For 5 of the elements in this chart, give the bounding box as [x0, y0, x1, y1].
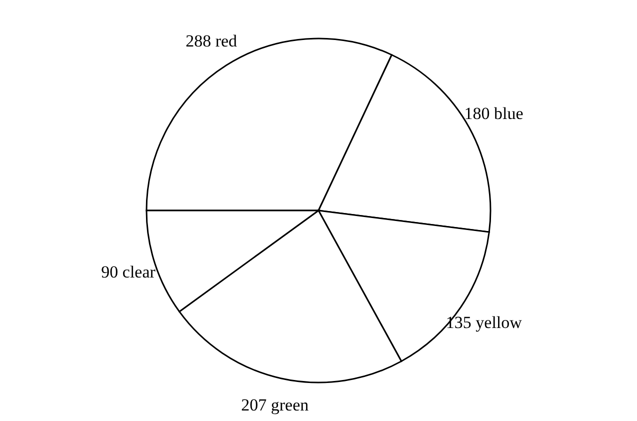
- slice-label: 288 red: [186, 32, 238, 51]
- slice-label: 207 green: [241, 396, 310, 415]
- slice-label: 135 yellow: [446, 312, 523, 332]
- slice-label: 90 clear: [101, 262, 156, 282]
- slice-label: 180 blue: [464, 104, 524, 124]
